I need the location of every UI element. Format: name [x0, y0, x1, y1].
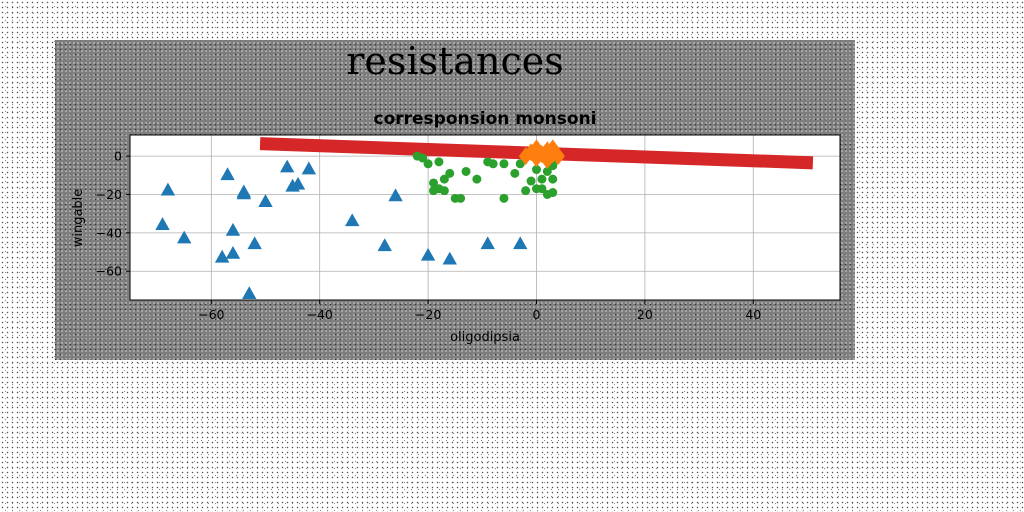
y-tick-label: 0	[114, 149, 122, 164]
circle-point	[456, 193, 466, 203]
triangle-point	[225, 222, 241, 236]
triangle-point	[279, 159, 295, 173]
triangle-point	[513, 236, 528, 250]
x-tick-label: 40	[745, 307, 761, 322]
y-tick-label: −20	[96, 187, 122, 202]
circle-point	[548, 188, 558, 198]
triangle-point	[236, 184, 252, 198]
x-tick-label: 0	[533, 307, 541, 322]
circle-point	[526, 176, 536, 186]
circle-point	[445, 168, 455, 178]
circle-point	[537, 174, 547, 184]
circle-point	[423, 159, 433, 169]
circle-point	[439, 174, 449, 184]
circle-point	[434, 157, 444, 167]
diamond-point	[524, 143, 538, 162]
data-points	[155, 139, 565, 300]
triangle-point	[377, 238, 392, 252]
triangle-point	[345, 213, 360, 227]
triangle-point	[388, 188, 403, 202]
x-tick-label: 20	[637, 307, 653, 322]
triangle-point	[258, 194, 273, 207]
triangle-point	[242, 286, 257, 300]
x-tick-label: −60	[198, 307, 224, 322]
circle-point	[429, 186, 439, 196]
circle-point	[537, 184, 547, 194]
x-axis-label: oligodipsia	[450, 330, 520, 345]
triangle-point	[420, 247, 436, 261]
triangle-point	[480, 236, 495, 250]
circle-point	[461, 166, 471, 176]
y-tick-label: −40	[96, 225, 122, 240]
triangle-point	[301, 161, 317, 175]
triangle-point	[220, 167, 235, 181]
circle-point	[499, 193, 509, 203]
x-tick-label: −40	[306, 307, 332, 322]
triangle-point	[214, 249, 230, 263]
triangle-point	[247, 236, 262, 250]
circle-point	[548, 174, 558, 184]
circle-point	[418, 153, 428, 163]
triangle-point	[285, 178, 300, 192]
circle-point	[510, 168, 520, 178]
plot-frame	[129, 134, 841, 301]
diamond-point	[518, 147, 533, 166]
axis-ticks: −60 −40 −20 0 20 40 0 −20 −40 −60	[96, 149, 762, 322]
chart-figure: resistances corresponsion monsoni −60 −40…	[55, 40, 855, 360]
circle-point	[521, 186, 531, 196]
chart-suptitle: resistances	[346, 40, 563, 83]
triangle-point	[160, 182, 176, 196]
circle-point	[429, 178, 439, 188]
scatter-chart: resistances corresponsion monsoni −60 −40…	[71, 40, 841, 345]
circle-point	[472, 174, 482, 184]
circle-point	[499, 159, 509, 169]
triangle-point	[225, 245, 241, 259]
triangle-point	[176, 230, 192, 244]
triangle-point	[442, 251, 457, 265]
diamond-point	[545, 139, 560, 158]
circle-point	[515, 159, 525, 169]
x-tick-label: −20	[415, 307, 441, 322]
y-axis-label: wingable	[71, 189, 86, 248]
circle-point	[488, 159, 498, 169]
chart-title: corresponsion monsoni	[374, 109, 597, 129]
circle-point	[542, 166, 552, 176]
y-tick-label: −60	[96, 264, 122, 279]
circle-point	[531, 165, 541, 175]
triangle-point	[155, 217, 170, 230]
